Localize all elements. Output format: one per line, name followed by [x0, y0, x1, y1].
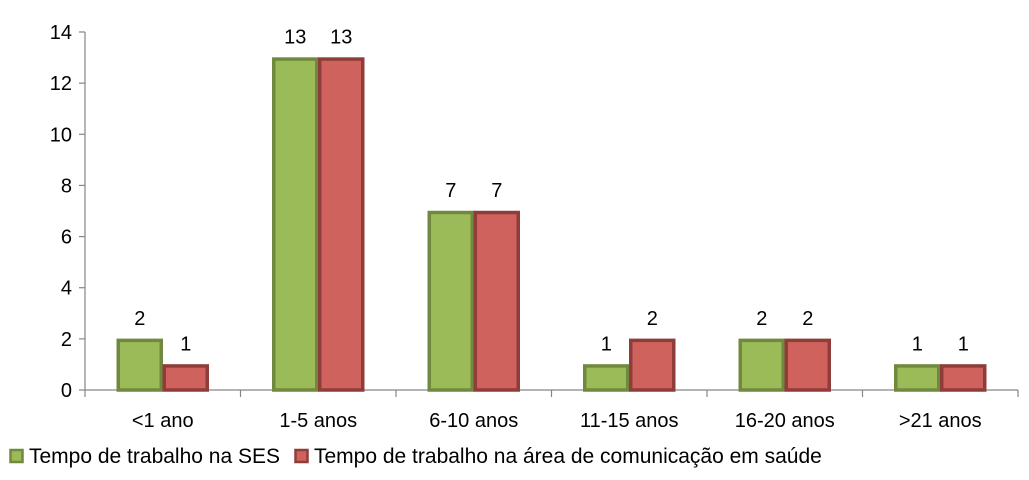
- y-tick-label: 0: [61, 380, 72, 402]
- bar-series-2: [784, 338, 831, 392]
- bar-series-2: [629, 338, 676, 392]
- data-label: 2: [802, 308, 813, 330]
- bar-series-1: [583, 364, 630, 392]
- y-tick-label: 12: [50, 73, 72, 95]
- x-tick-label: 6-10 anos: [429, 410, 518, 432]
- x-tick-label: 16-20 anos: [735, 410, 835, 432]
- y-tick-label: 2: [61, 329, 72, 351]
- bars: [116, 57, 987, 392]
- bar-series-2: [940, 364, 987, 392]
- bar-series-2: [318, 57, 365, 392]
- data-label: 7: [491, 180, 502, 202]
- data-label: 13: [330, 27, 352, 49]
- data-label: 1: [180, 333, 191, 355]
- y-tick-label: 10: [50, 124, 72, 146]
- data-label: 1: [912, 333, 923, 355]
- x-tick-label: >21 anos: [899, 410, 982, 432]
- y-tick-label: 14: [50, 22, 72, 44]
- y-tick-label: 4: [61, 278, 72, 300]
- data-label: 1: [601, 333, 612, 355]
- x-axis: <1 ano 1-5 anos 6-10 anos 11-15 anos 16-20 a…: [84, 389, 1019, 432]
- y-axis: 0 2 4 6 8 10 12 14: [50, 22, 86, 402]
- legend-swatch-series-1: [9, 448, 24, 464]
- y-tick-label: 8: [61, 175, 72, 197]
- bar-series-1: [427, 210, 474, 392]
- legend: Tempo de trabalho na SES Tempo de trabalh…: [9, 445, 822, 468]
- data-label: 7: [445, 180, 456, 202]
- bar-series-1: [738, 338, 785, 392]
- data-label: 1: [958, 333, 969, 355]
- bar-series-1: [894, 364, 941, 392]
- data-label: 2: [134, 308, 145, 330]
- bar-series-1: [272, 57, 319, 392]
- x-tick-label: 11-15 anos: [580, 410, 679, 432]
- legend-label-series-1: Tempo de trabalho na SES: [29, 445, 280, 468]
- data-label: 2: [647, 308, 658, 330]
- y-tick-label: 6: [61, 227, 72, 249]
- legend-label-series-2: Tempo de trabalho na área de comunicação…: [314, 445, 822, 468]
- data-label: 13: [284, 27, 306, 49]
- bar-series-1: [116, 338, 163, 392]
- x-tick-label: 1-5 anos: [279, 410, 357, 432]
- data-label: 2: [756, 308, 767, 330]
- data-labels: 2 13 7 1 2 1 1 13 7 2 2 1: [134, 27, 969, 356]
- legend-swatch-series-2: [294, 448, 309, 464]
- bar-series-2: [473, 210, 520, 392]
- bar-series-2: [162, 364, 209, 392]
- x-tick-label: <1 ano: [132, 410, 194, 432]
